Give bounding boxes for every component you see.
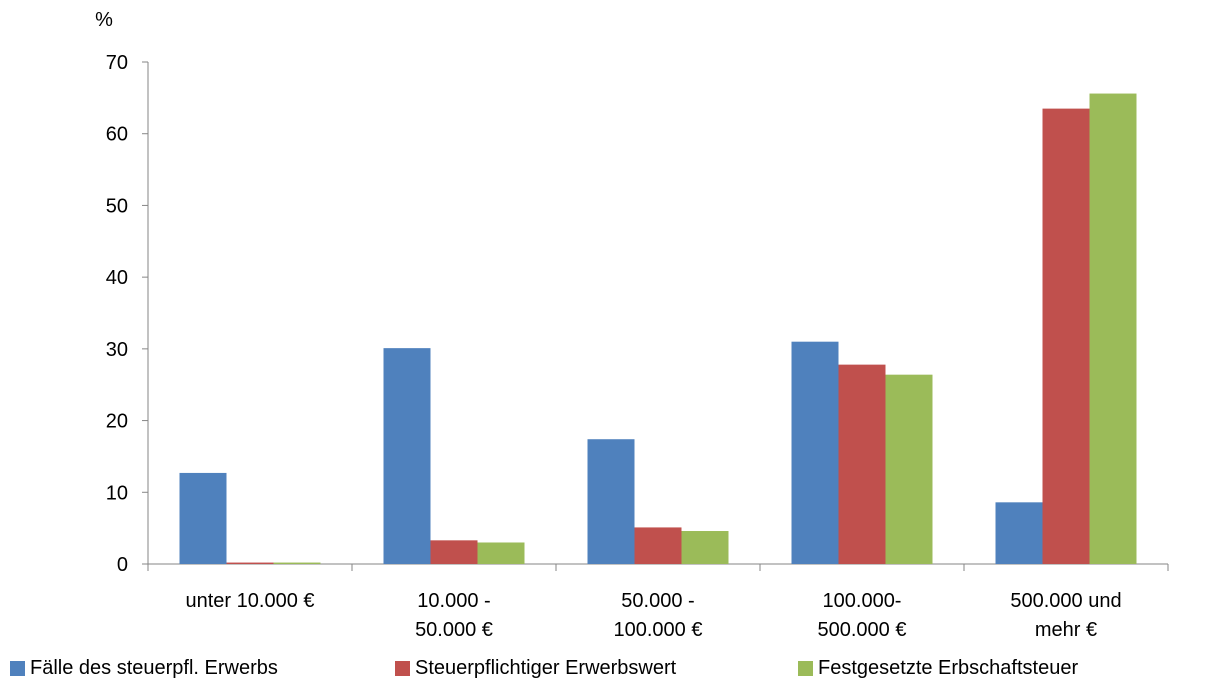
- y-axis-unit-label: %: [95, 9, 113, 31]
- bar-series-0-cat-4: [995, 502, 1043, 564]
- bar-series-1-cat-4: [1042, 108, 1090, 564]
- y-tick-label: 40: [106, 267, 128, 289]
- bar-series-0-cat-3: [791, 341, 839, 564]
- legend-label-faelle: Fälle des steuerpfl. Erwerbs: [30, 657, 278, 679]
- y-tick-label: 50: [106, 195, 128, 217]
- x-tick-label-line: mehr €: [1035, 619, 1097, 641]
- bar-series-2-cat-1: [477, 542, 525, 564]
- y-tick-label: 20: [106, 411, 128, 433]
- bar-series-2-cat-2: [681, 531, 729, 564]
- legend-item-erbschaftsteuer: Festgesetzte Erbschaftsteuer: [798, 657, 1078, 680]
- y-tick-label: 10: [106, 482, 128, 504]
- bar-series-0-cat-1: [383, 348, 431, 564]
- bar-series-0-cat-2: [587, 439, 635, 564]
- legend-swatch-red: [395, 661, 410, 676]
- x-tick-label: 100.000- 500.000 €: [818, 590, 907, 641]
- x-axis: unter 10.000 € 10.000 - 50.000 € 50.000 - 10…: [147, 563, 1169, 641]
- bar-series-2-cat-4: [1089, 93, 1137, 564]
- legend: Fälle des steuerpfl. Erwerbs Steuerpflic…: [0, 657, 1220, 687]
- y-axis: 0 10 20 30 40 50 60 70: [106, 52, 149, 576]
- legend-swatch-blue: [10, 661, 25, 676]
- x-tick-label-line: 100.000-: [823, 590, 902, 612]
- legend-label-erwerbswert: Steuerpflichtiger Erwerbswert: [415, 657, 677, 679]
- bar-series-1-cat-0: [226, 562, 274, 564]
- x-tick-label: 500.000 und mehr €: [1010, 590, 1121, 641]
- legend-item-erwerbswert: Steuerpflichtiger Erwerbswert: [395, 657, 676, 680]
- y-tick-label: 60: [106, 124, 128, 146]
- bar-series-2-cat-0: [273, 562, 321, 564]
- y-tick-label: 70: [106, 52, 128, 74]
- x-tick-label-line: unter 10.000 €: [186, 590, 315, 612]
- y-tick-label: 0: [117, 554, 128, 576]
- x-tick-label: 50.000 - 100.000 €: [614, 590, 703, 641]
- x-tick-label-line: 10.000 -: [417, 590, 490, 612]
- y-tick-label: 30: [106, 339, 128, 361]
- bar-series-1-cat-2: [634, 527, 682, 564]
- bar-series-0-cat-0: [179, 472, 227, 564]
- legend-swatch-green: [798, 661, 813, 676]
- x-tick-label-line: 50.000 €: [415, 619, 493, 641]
- bars: [179, 93, 1137, 564]
- x-tick-label-line: 100.000 €: [614, 619, 703, 641]
- legend-item-faelle: Fälle des steuerpfl. Erwerbs: [10, 657, 278, 680]
- x-tick-label-line: 50.000 -: [621, 590, 694, 612]
- x-tick-label-line: 500.000 und: [1010, 590, 1121, 612]
- bar-series-1-cat-3: [838, 364, 886, 564]
- x-tick-label-line: 500.000 €: [818, 619, 907, 641]
- bar-series-2-cat-3: [885, 374, 933, 564]
- bar-series-1-cat-1: [430, 540, 478, 564]
- x-tick-label: unter 10.000 €: [186, 590, 315, 612]
- x-tick-label: 10.000 - 50.000 €: [415, 590, 493, 641]
- legend-label-erbschaftsteuer: Festgesetzte Erbschaftsteuer: [818, 657, 1079, 679]
